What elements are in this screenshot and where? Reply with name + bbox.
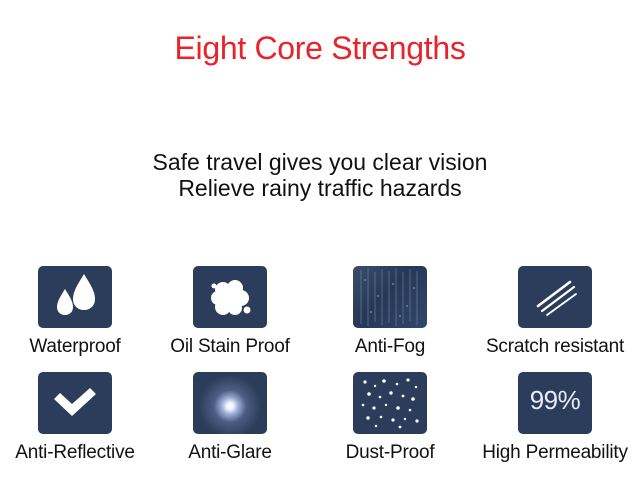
feature-anti-glare: Anti-Glare <box>150 372 310 478</box>
feature-label: Waterproof <box>29 336 121 357</box>
feature-label: Scratch resistant <box>485 336 625 357</box>
water-drops-icon <box>38 266 112 328</box>
feature-label: Anti-Fog <box>354 336 426 357</box>
checkmark-icon <box>38 372 112 434</box>
dust-icon <box>353 372 427 434</box>
feature-grid: Waterproof <box>0 266 640 478</box>
feature-high-permeability: 99% High Permeability <box>470 372 640 478</box>
intro-line-1: Safe travel gives you clear vision <box>152 149 488 175</box>
feature-label: High Permeability <box>482 442 628 463</box>
intro-text: Safe travel gives you clear vision Relie… <box>0 149 640 201</box>
feature-scratch-resistant: Scratch resistant <box>470 266 640 372</box>
feature-waterproof: Waterproof <box>0 266 150 372</box>
feature-label: Dust-Proof <box>345 442 435 463</box>
glare-icon <box>193 372 267 434</box>
feature-dust-proof: Dust-Proof <box>310 372 470 478</box>
oil-stain-icon <box>193 266 267 328</box>
feature-oil-stain-proof: Oil Stain Proof <box>150 266 310 372</box>
feature-label: Anti-Reflective <box>15 442 135 463</box>
feature-label: Oil Stain Proof <box>170 336 290 357</box>
percent-value: 99% <box>529 385 581 415</box>
fog-icon <box>353 266 427 328</box>
feature-label: Anti-Glare <box>188 442 272 463</box>
feature-anti-fog: Anti-Fog <box>310 266 470 372</box>
page-title: Eight Core Strengths <box>174 30 466 66</box>
feature-anti-reflective: Anti-Reflective <box>0 372 150 478</box>
percent-icon: 99% <box>518 372 592 434</box>
scratch-icon <box>518 266 592 328</box>
intro-line-2: Relieve rainy traffic hazards <box>178 175 462 201</box>
